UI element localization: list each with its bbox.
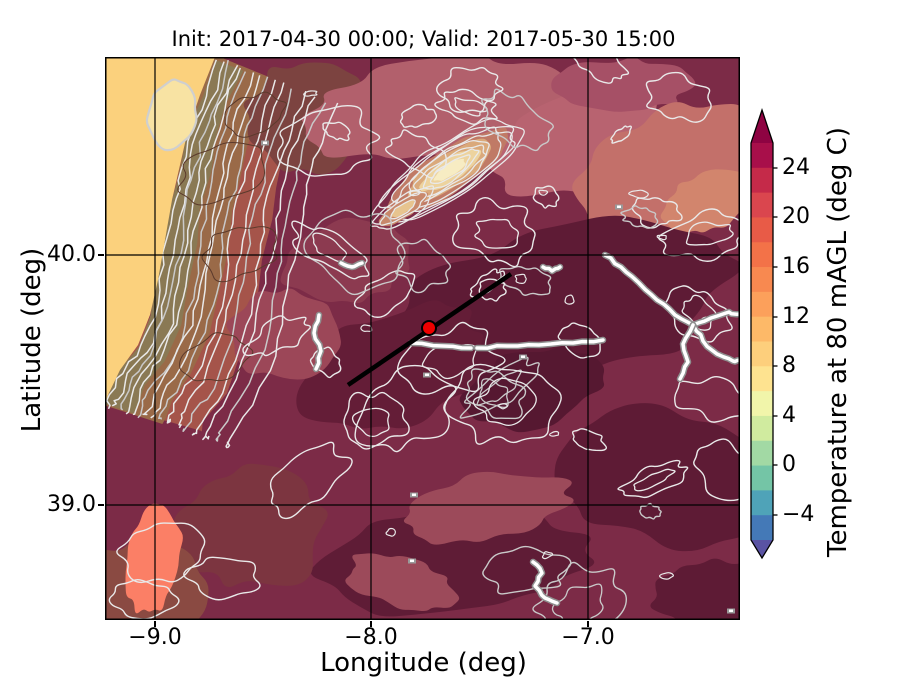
x-axis-label: Longitude (deg)	[320, 648, 527, 678]
plot-title: Init: 2017-04-30 00:00; Valid: 2017-05-3…	[171, 27, 676, 51]
temperature-map-canvas	[105, 57, 740, 620]
map-plot-area	[105, 57, 740, 620]
x-tick-label: −8.0	[344, 625, 398, 650]
x-tick-label: −9.0	[128, 625, 182, 650]
colorbar-tick-label: −4	[782, 502, 815, 527]
x-tick-mark	[587, 621, 589, 627]
y-tick-label: 40.0	[47, 242, 96, 267]
x-tick-mark	[370, 621, 372, 627]
colorbar-tick-label: 0	[782, 452, 796, 477]
colorbar-tick-label: 20	[782, 204, 810, 229]
colorbar-tick-label: 16	[782, 254, 810, 279]
x-tick-mark	[154, 621, 156, 627]
y-tick-mark	[98, 504, 104, 506]
colorbar-label: Temperature at 80 mAGL (deg C)	[823, 127, 853, 557]
colorbar-canvas	[750, 107, 778, 560]
colorbar	[746, 100, 836, 580]
colorbar-tick-label: 24	[782, 155, 810, 180]
colorbar-tick-label: 8	[782, 353, 796, 378]
y-axis-label: Latitude (deg)	[17, 247, 47, 433]
colorbar-tick-label: 4	[782, 403, 796, 428]
colorbar-tick-label: 12	[782, 304, 810, 329]
x-tick-label: −7.0	[561, 625, 615, 650]
y-tick-label: 39.0	[47, 492, 96, 517]
y-tick-mark	[98, 254, 104, 256]
